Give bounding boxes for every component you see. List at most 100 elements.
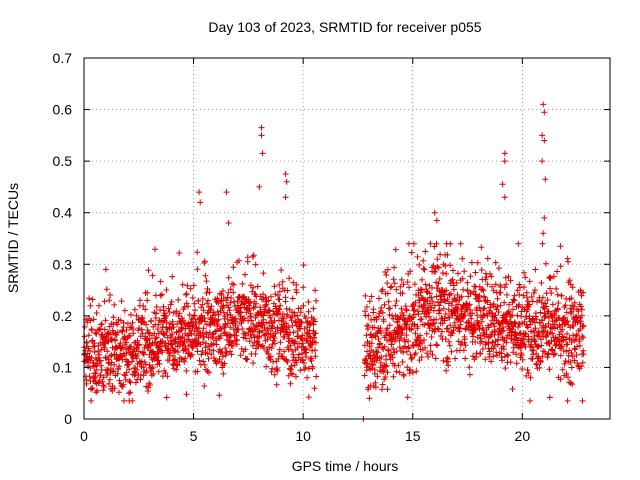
data-point	[242, 271, 248, 278]
data-point	[220, 288, 226, 294]
data-point	[300, 284, 307, 291]
data-point	[146, 340, 153, 347]
data-point	[483, 274, 490, 281]
data-point	[205, 297, 211, 304]
data-point	[236, 257, 242, 264]
data-point	[163, 329, 170, 335]
data-point	[421, 266, 428, 273]
data-point	[396, 315, 403, 322]
data-point	[142, 306, 149, 313]
data-point	[500, 327, 507, 334]
data-point	[93, 330, 100, 337]
data-point	[294, 312, 301, 319]
data-point	[448, 348, 455, 355]
data-point	[210, 340, 217, 347]
data-point	[457, 240, 464, 247]
data-point	[129, 319, 136, 326]
data-point	[545, 320, 552, 327]
data-point	[133, 367, 140, 373]
data-point	[92, 329, 99, 336]
data-point	[165, 305, 172, 312]
data-point	[426, 290, 433, 297]
data-point	[476, 326, 483, 332]
data-point	[272, 291, 279, 298]
data-point	[368, 331, 374, 338]
data-point	[445, 356, 451, 362]
data-point	[409, 354, 416, 361]
data-point	[398, 276, 405, 283]
data-point	[107, 292, 114, 298]
data-point	[185, 303, 192, 310]
data-point	[246, 305, 253, 312]
data-point	[266, 307, 273, 314]
data-point	[474, 319, 481, 326]
data-point	[452, 296, 458, 303]
data-point	[399, 290, 406, 297]
data-point	[408, 249, 415, 256]
data-point	[181, 338, 188, 345]
data-point	[205, 355, 212, 362]
data-point	[546, 341, 553, 347]
data-point	[502, 365, 509, 372]
data-point	[116, 377, 123, 384]
data-point	[225, 320, 232, 327]
data-point	[455, 301, 462, 308]
data-point	[489, 283, 495, 290]
data-point	[283, 357, 290, 364]
data-point	[402, 343, 408, 350]
data-point	[382, 374, 389, 380]
data-point	[403, 322, 410, 328]
data-point	[166, 309, 173, 315]
data-point	[87, 302, 94, 309]
data-point	[547, 275, 554, 282]
data-point	[383, 362, 390, 369]
data-point	[522, 330, 529, 337]
data-point	[175, 349, 181, 355]
data-point	[227, 286, 234, 293]
data-point	[202, 344, 209, 351]
data-point	[118, 298, 125, 305]
data-point	[410, 369, 416, 376]
data-point	[201, 383, 208, 389]
data-point	[578, 363, 585, 370]
data-point	[530, 347, 537, 353]
data-point	[472, 339, 479, 345]
data-point	[214, 308, 221, 315]
data-point	[527, 397, 533, 404]
data-point	[211, 355, 217, 361]
data-point	[157, 292, 164, 299]
data-point	[392, 246, 399, 253]
data-point	[170, 352, 176, 359]
data-point	[178, 326, 185, 333]
data-point	[370, 306, 377, 313]
data-point	[138, 326, 145, 333]
data-point	[421, 337, 427, 343]
data-point	[194, 368, 201, 375]
data-point	[564, 397, 571, 404]
data-point	[114, 321, 121, 328]
data-point	[127, 311, 134, 318]
data-point	[513, 351, 520, 358]
data-point	[436, 307, 443, 314]
data-point	[179, 334, 186, 340]
data-point	[569, 284, 576, 291]
data-point	[449, 330, 456, 337]
data-point	[407, 366, 414, 373]
data-point	[89, 385, 96, 392]
data-point	[579, 323, 586, 330]
data-point	[575, 308, 582, 315]
data-point	[378, 330, 384, 336]
data-point	[525, 303, 532, 309]
y-tick-label: 0.3	[53, 256, 73, 272]
data-point	[411, 281, 418, 288]
data-point	[551, 325, 558, 332]
data-point	[102, 317, 109, 324]
data-point	[515, 240, 522, 247]
data-point	[299, 350, 305, 357]
data-point	[183, 367, 190, 374]
data-point	[115, 366, 122, 373]
data-point	[279, 310, 286, 317]
data-point	[580, 334, 587, 341]
data-point	[160, 307, 167, 314]
